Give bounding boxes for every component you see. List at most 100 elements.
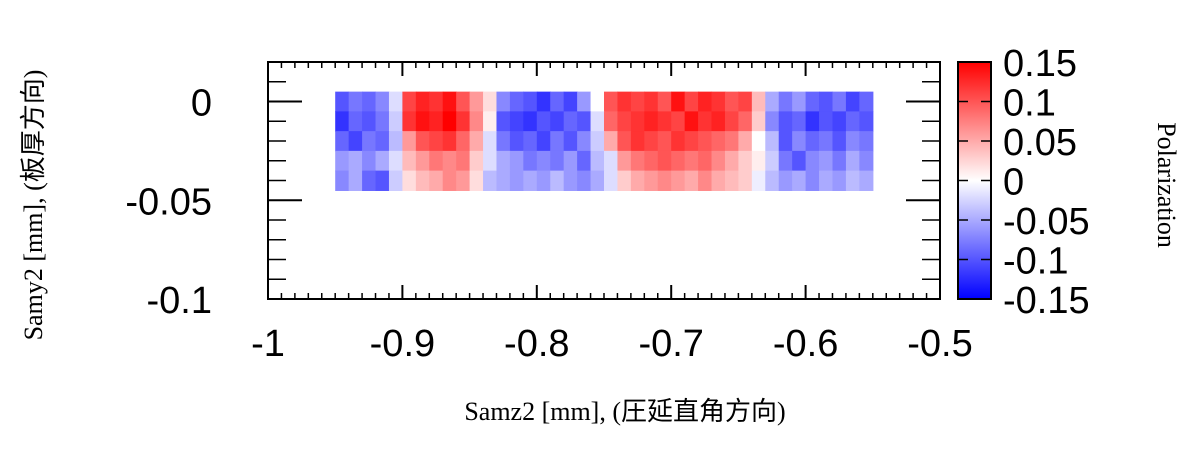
colorbar-tick-label: 0.15 [1003, 43, 1077, 85]
heatmap-cell [657, 131, 672, 152]
colorbar-tick-label: -0.1 [1003, 241, 1068, 283]
heatmap-cell [456, 91, 471, 112]
y-tick-label: -0.1 [147, 280, 212, 322]
heatmap-cell [711, 131, 726, 152]
heatmap-cell [509, 111, 524, 132]
heatmap-cell [536, 150, 551, 172]
heatmap-cell [509, 170, 524, 191]
heatmap-cell [671, 131, 686, 152]
heatmap-cell [644, 111, 659, 132]
heatmap-cell [778, 91, 793, 112]
heatmap-cell [590, 91, 605, 112]
heatmap-cell [442, 131, 457, 152]
heatmap-cell [832, 111, 847, 132]
heatmap-cell [523, 150, 538, 172]
heatmap-cell [765, 150, 780, 172]
heatmap-cell [429, 170, 444, 191]
x-tick-label: -0.6 [773, 323, 838, 365]
heatmap-cell [738, 131, 753, 152]
x-tick-label: -0.5 [907, 323, 972, 365]
heatmap-cell [496, 150, 511, 172]
colorbar-tick-label: 0.1 [1003, 83, 1056, 125]
heatmap-cell [388, 170, 403, 191]
heatmap-cell [348, 150, 363, 172]
heatmap-cell [362, 91, 377, 112]
heatmap-cell [415, 170, 430, 191]
heatmap-cell [819, 111, 834, 132]
heatmap-cell [348, 170, 363, 191]
heatmap-cell [859, 170, 874, 191]
heatmap-cell [469, 131, 484, 152]
heatmap-cell [698, 150, 713, 172]
heatmap-cell [738, 150, 753, 172]
heatmap-cell [617, 150, 632, 172]
heatmap-cell [577, 111, 592, 132]
y-tick-label: -0.05 [125, 181, 212, 223]
heatmap-cell [335, 131, 350, 152]
heatmap-cell [832, 131, 847, 152]
heatmap-cell [711, 91, 726, 112]
heatmap-cell [698, 131, 713, 152]
heatmap-cell [469, 150, 484, 172]
heatmap-cell [496, 131, 511, 152]
heatmap-cell [671, 111, 686, 132]
heatmap-cell [765, 131, 780, 152]
heatmap-cell [711, 150, 726, 172]
heatmap-cell [671, 91, 686, 112]
heatmap-cell [348, 111, 363, 132]
heatmap-cell [496, 111, 511, 132]
heatmap-cell [456, 111, 471, 132]
heatmap-cell [617, 170, 632, 191]
heatmap-cell [509, 131, 524, 152]
heatmap-cell [832, 150, 847, 172]
heatmap-cell [644, 131, 659, 152]
heatmap-cell [550, 111, 565, 132]
heatmap-cell [483, 91, 498, 112]
heatmap-cell [617, 91, 632, 112]
colorbar-tick-label: -0.15 [1003, 280, 1090, 322]
heatmap-cell [442, 91, 457, 112]
heatmap-cell [375, 91, 390, 112]
heatmap-cell [375, 150, 390, 172]
heatmap-cell [402, 131, 417, 152]
heatmap-cell [563, 170, 578, 191]
heatmap-cell [819, 150, 834, 172]
heatmap-cell [738, 170, 753, 191]
y-tick-label: 0 [191, 83, 212, 125]
heatmap-cell [778, 131, 793, 152]
heatmap-cell [442, 170, 457, 191]
heatmap-cell [375, 131, 390, 152]
heatmap-cell [805, 150, 820, 172]
heatmap-cell [563, 131, 578, 152]
heatmap-cell [402, 91, 417, 112]
heatmap-cell [523, 111, 538, 132]
heatmap-cell [523, 91, 538, 112]
heatmap-cell [563, 111, 578, 132]
heatmap-cell [429, 111, 444, 132]
heatmap-cell [738, 111, 753, 132]
heatmap-cell [483, 131, 498, 152]
heatmap-cells [335, 91, 874, 191]
heatmap-cell [792, 111, 807, 132]
heatmap-cell [751, 131, 766, 152]
heatmap-cell [469, 111, 484, 132]
heatmap-cell [536, 131, 551, 152]
heatmap-cell [819, 91, 834, 112]
heatmap-cell [442, 150, 457, 172]
heatmap-cell [563, 150, 578, 172]
heatmap-cell [335, 150, 350, 172]
heatmap-cell [751, 91, 766, 112]
heatmap-cell [362, 150, 377, 172]
heatmap-cell [456, 150, 471, 172]
heatmap-cell [456, 170, 471, 191]
heatmap-cell [698, 170, 713, 191]
heatmap-cell [751, 150, 766, 172]
heatmap-cell [577, 91, 592, 112]
heatmap-cell [469, 91, 484, 112]
heatmap-cell [845, 131, 860, 152]
y-axis-ticks: 0 -0.05 -0.1 [125, 61, 940, 322]
heatmap-cell [509, 91, 524, 112]
heatmap-cell [415, 131, 430, 152]
x-tick-label: -0.8 [504, 323, 569, 365]
heatmap-cell [577, 131, 592, 152]
